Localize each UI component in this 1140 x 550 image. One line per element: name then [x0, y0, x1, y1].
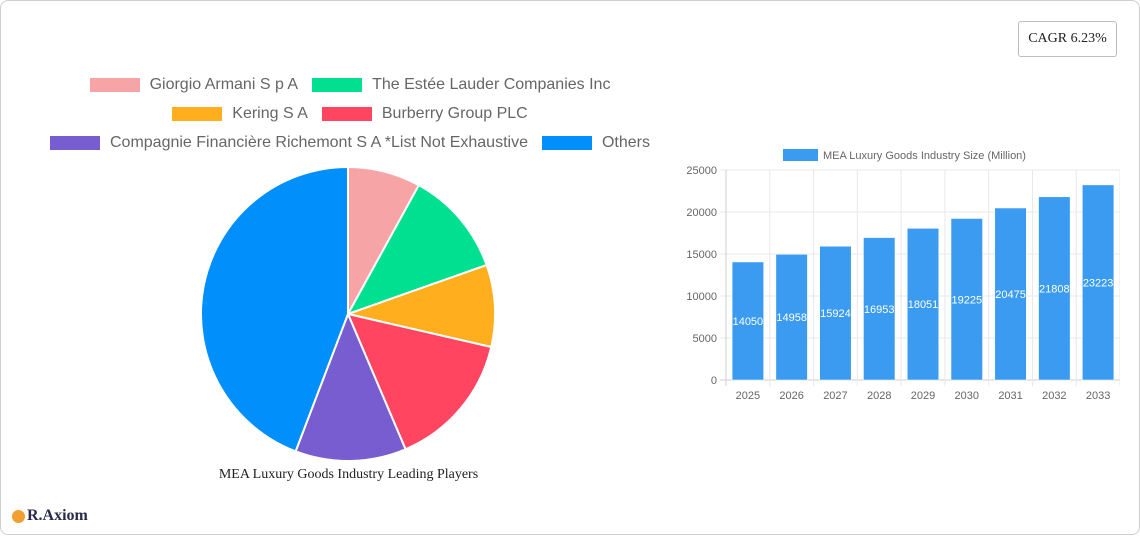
- bar[interactable]: [819, 245, 852, 381]
- bar[interactable]: [775, 254, 808, 381]
- y-tick-label: 0: [711, 375, 717, 387]
- legend-swatch: [89, 78, 140, 92]
- legend-swatch: [172, 107, 223, 121]
- bar-value-label: 18051: [908, 299, 939, 311]
- bar-value-label: 15924: [820, 308, 851, 320]
- bar-legend-swatch: [783, 149, 818, 161]
- legend-item[interactable]: The Estée Lauder Companies Inc: [312, 76, 610, 94]
- pie-legend-row: Compagnie Financière Richemont S A *List…: [0, 134, 700, 152]
- bar[interactable]: [863, 237, 896, 381]
- bar-value-label: 23223: [1083, 277, 1114, 289]
- y-tick-label: 10000: [686, 291, 717, 303]
- legend-label: Giorgio Armani S p A: [149, 76, 299, 93]
- pie-slice[interactable]: [294, 311, 407, 462]
- bar-value-label: 21808: [1039, 283, 1070, 295]
- legend-label: Compagnie Financière Richemont S A *List…: [109, 134, 528, 151]
- pie-legend-row: Giorgio Armani S p A The Estée Lauder Com…: [0, 76, 700, 94]
- y-tick-label: 25000: [686, 165, 717, 177]
- x-tick-label: 2026: [779, 390, 803, 402]
- legend-swatch: [49, 136, 100, 150]
- legend-label: Others: [601, 134, 650, 151]
- legend-swatch: [312, 78, 363, 92]
- x-tick-label: 2033: [1086, 390, 1110, 402]
- bar-value-label: 20475: [995, 289, 1026, 301]
- legend-swatch: [541, 136, 592, 150]
- x-tick-label: 2028: [867, 390, 891, 402]
- pie-slice[interactable]: [344, 263, 496, 349]
- y-tick-label: 5000: [693, 333, 717, 345]
- legend-item[interactable]: Others: [541, 134, 650, 152]
- bar[interactable]: [994, 207, 1027, 381]
- bar-chart: MEA Luxury Goods Industry Size (Million)…: [686, 149, 1120, 402]
- pie-slice[interactable]: [200, 165, 349, 453]
- pie-slice[interactable]: [346, 312, 493, 451]
- pie-chart-title: MEA Luxury Goods Industry Leading Player…: [218, 467, 479, 482]
- legend-item[interactable]: Kering S A: [172, 105, 308, 123]
- legend-item[interactable]: Compagnie Financière Richemont S A *List…: [49, 134, 528, 152]
- cagr-badge: CAGR 6.23%: [1018, 21, 1117, 57]
- legend-item[interactable]: Burberry Group PLC: [321, 105, 528, 123]
- y-tick-label: 15000: [686, 249, 717, 261]
- bar-value-label: 14050: [733, 316, 764, 328]
- bar[interactable]: [1082, 184, 1115, 381]
- x-tick-label: 2029: [911, 390, 935, 402]
- x-tick-label: 2031: [998, 390, 1022, 402]
- pie-chart: [200, 165, 496, 462]
- y-tick-label: 20000: [686, 207, 717, 219]
- brand-logo: R.Axiom: [12, 507, 88, 525]
- pie-legend-row: Kering S A Burberry Group PLC: [0, 105, 700, 123]
- bar-value-label: 16953: [864, 304, 895, 316]
- logo-icon: [12, 509, 25, 523]
- x-tick-label: 2025: [736, 390, 760, 402]
- bar[interactable]: [950, 218, 983, 381]
- x-tick-label: 2030: [955, 390, 979, 402]
- legend-label: Burberry Group PLC: [381, 105, 528, 122]
- pie-slice[interactable]: [345, 183, 488, 316]
- x-tick-label: 2027: [823, 390, 847, 402]
- legend-swatch: [321, 107, 372, 121]
- bar[interactable]: [1038, 196, 1071, 381]
- bar-value-label: 14958: [776, 312, 807, 324]
- bar[interactable]: [731, 261, 764, 381]
- legend-label: The Estée Lauder Companies Inc: [372, 76, 611, 93]
- bar-value-label: 19225: [951, 294, 982, 306]
- legend-label: Kering S A: [232, 105, 308, 122]
- legend-item[interactable]: Giorgio Armani S p A: [89, 76, 299, 94]
- logo-text: R.Axiom: [27, 507, 88, 524]
- x-tick-label: 2032: [1042, 390, 1066, 402]
- bar[interactable]: [906, 228, 940, 381]
- bar-legend-label[interactable]: MEA Luxury Goods Industry Size (Million): [823, 150, 1026, 162]
